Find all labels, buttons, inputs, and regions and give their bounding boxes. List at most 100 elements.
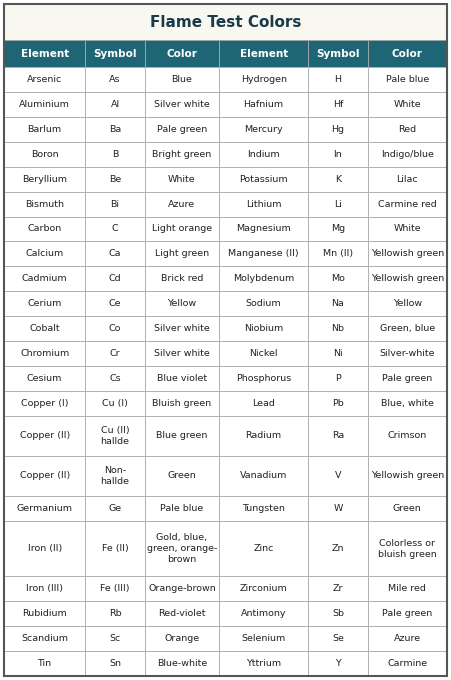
Text: Nickel: Nickel bbox=[249, 349, 278, 358]
Bar bbox=[145, 341, 219, 366]
Text: Zr: Zr bbox=[333, 584, 343, 594]
Bar bbox=[145, 167, 219, 192]
Text: Mile red: Mile red bbox=[388, 584, 426, 594]
Bar bbox=[308, 496, 368, 521]
Bar bbox=[219, 316, 308, 341]
Text: Niobium: Niobium bbox=[244, 324, 283, 333]
Bar bbox=[368, 601, 447, 626]
Text: Azure: Azure bbox=[168, 199, 195, 209]
Bar bbox=[368, 577, 447, 601]
Text: Lead: Lead bbox=[252, 398, 275, 408]
Bar bbox=[308, 366, 368, 391]
Text: Indium: Indium bbox=[247, 150, 280, 159]
Text: Cadmium: Cadmium bbox=[22, 274, 68, 284]
Text: Cu (I): Cu (I) bbox=[102, 398, 128, 408]
Bar bbox=[4, 192, 85, 216]
Bar bbox=[219, 626, 308, 651]
Bar bbox=[85, 496, 145, 521]
Text: K: K bbox=[335, 175, 341, 184]
Text: Symbol: Symbol bbox=[316, 49, 360, 58]
Text: Germanium: Germanium bbox=[17, 504, 73, 513]
Bar bbox=[308, 391, 368, 415]
Text: Sb: Sb bbox=[332, 609, 344, 618]
Bar bbox=[308, 601, 368, 626]
Text: Silver white: Silver white bbox=[154, 324, 210, 333]
Bar bbox=[219, 192, 308, 216]
Bar bbox=[145, 456, 219, 496]
Bar bbox=[368, 316, 447, 341]
Text: White: White bbox=[394, 224, 421, 233]
Text: Yttrium: Yttrium bbox=[246, 659, 281, 668]
Text: Ra: Ra bbox=[332, 431, 344, 440]
Bar bbox=[368, 241, 447, 267]
Text: Ca: Ca bbox=[109, 250, 121, 258]
Text: Lithium: Lithium bbox=[246, 199, 281, 209]
Bar bbox=[145, 142, 219, 167]
Bar bbox=[85, 341, 145, 366]
Bar bbox=[85, 316, 145, 341]
Bar bbox=[219, 391, 308, 415]
Bar bbox=[4, 651, 85, 676]
Bar bbox=[85, 92, 145, 117]
Text: Ce: Ce bbox=[109, 299, 121, 308]
Text: Symbol: Symbol bbox=[93, 49, 137, 58]
Text: Ge: Ge bbox=[108, 504, 122, 513]
Text: Indigo/blue: Indigo/blue bbox=[381, 150, 434, 159]
Text: Copper (II): Copper (II) bbox=[19, 431, 70, 440]
Text: Orange: Orange bbox=[164, 634, 199, 643]
Bar bbox=[219, 456, 308, 496]
Bar bbox=[368, 117, 447, 142]
Text: Iron (II): Iron (II) bbox=[28, 544, 62, 554]
Bar bbox=[4, 626, 85, 651]
Text: Cobalt: Cobalt bbox=[29, 324, 60, 333]
Text: Hydrogen: Hydrogen bbox=[241, 75, 287, 84]
Text: White: White bbox=[394, 100, 421, 109]
Bar bbox=[85, 241, 145, 267]
Bar bbox=[4, 496, 85, 521]
Bar bbox=[219, 651, 308, 676]
Bar bbox=[4, 601, 85, 626]
Bar bbox=[368, 521, 447, 577]
Bar bbox=[219, 92, 308, 117]
Text: Zirconium: Zirconium bbox=[240, 584, 288, 594]
Bar bbox=[85, 117, 145, 142]
Bar bbox=[145, 415, 219, 456]
Text: Zinc: Zinc bbox=[253, 544, 274, 554]
Bar bbox=[4, 167, 85, 192]
Text: Al: Al bbox=[110, 100, 120, 109]
Text: Bi: Bi bbox=[110, 199, 120, 209]
Bar bbox=[4, 267, 85, 291]
Bar bbox=[145, 651, 219, 676]
Bar bbox=[368, 366, 447, 391]
Text: Bismuth: Bismuth bbox=[25, 199, 64, 209]
Text: Phosphorus: Phosphorus bbox=[236, 374, 291, 383]
Text: Cesium: Cesium bbox=[27, 374, 62, 383]
Text: Non-
hallde: Non- hallde bbox=[101, 466, 129, 486]
Bar bbox=[368, 192, 447, 216]
Text: Hafnium: Hafnium bbox=[244, 100, 284, 109]
Text: Co: Co bbox=[109, 324, 121, 333]
Text: Rubidium: Rubidium bbox=[22, 609, 67, 618]
Bar bbox=[219, 216, 308, 241]
Text: Cr: Cr bbox=[110, 349, 120, 358]
Bar bbox=[308, 216, 368, 241]
Bar bbox=[145, 241, 219, 267]
Bar bbox=[219, 291, 308, 316]
Bar bbox=[85, 626, 145, 651]
Bar bbox=[145, 626, 219, 651]
Bar bbox=[85, 521, 145, 577]
Bar bbox=[219, 142, 308, 167]
Text: Flame Test Colors: Flame Test Colors bbox=[150, 15, 301, 30]
Text: Sodium: Sodium bbox=[246, 299, 281, 308]
Text: Sc: Sc bbox=[110, 634, 120, 643]
Bar bbox=[308, 67, 368, 92]
Text: Silver white: Silver white bbox=[154, 100, 210, 109]
Text: Cu (II)
hallde: Cu (II) hallde bbox=[101, 426, 129, 446]
Bar bbox=[368, 626, 447, 651]
Text: Blue green: Blue green bbox=[156, 431, 207, 440]
Bar bbox=[219, 267, 308, 291]
Text: Yellow: Yellow bbox=[393, 299, 422, 308]
Bar bbox=[4, 291, 85, 316]
Text: H: H bbox=[335, 75, 341, 84]
Text: Color: Color bbox=[392, 49, 423, 58]
